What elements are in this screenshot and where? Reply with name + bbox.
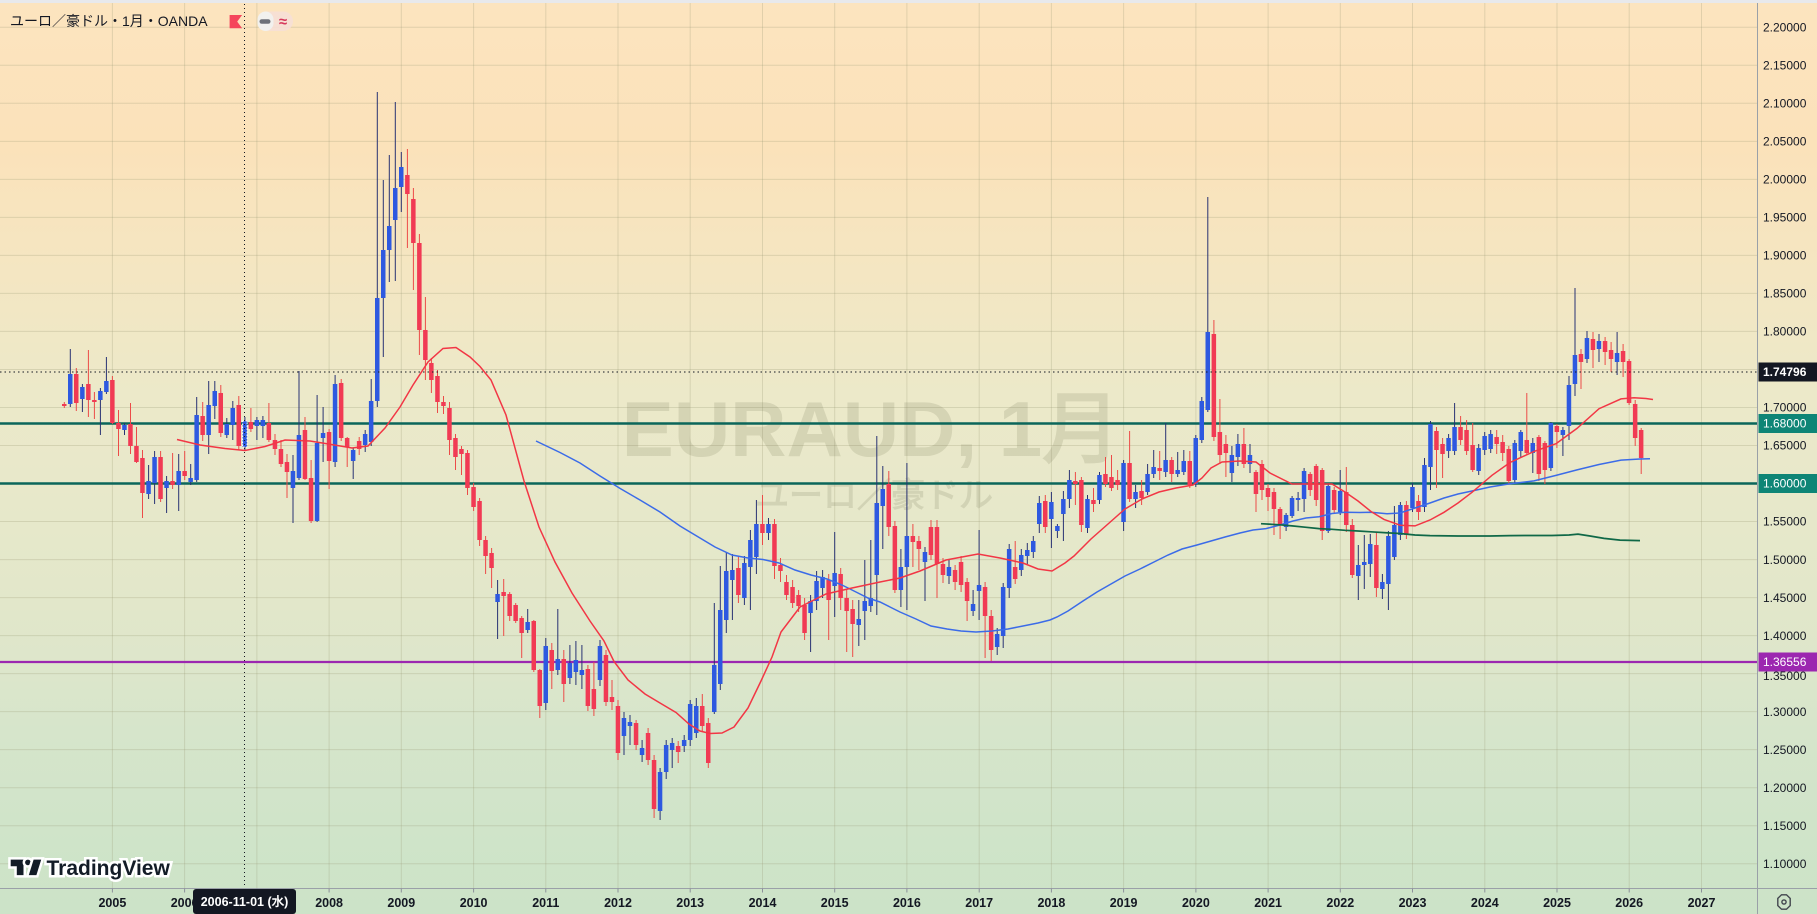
svg-text:2027: 2027 bbox=[1688, 896, 1716, 910]
svg-text:2008: 2008 bbox=[315, 896, 343, 910]
svg-text:1.55000: 1.55000 bbox=[1763, 515, 1807, 529]
svg-text:2012: 2012 bbox=[604, 896, 632, 910]
svg-text:ユーロ／豪ドル・1月・OANDA: ユーロ／豪ドル・1月・OANDA bbox=[10, 13, 208, 29]
svg-text:2010: 2010 bbox=[460, 896, 488, 910]
svg-text:2020: 2020 bbox=[1182, 896, 1210, 910]
svg-text:2.00000: 2.00000 bbox=[1763, 173, 1807, 187]
svg-text:1.95000: 1.95000 bbox=[1763, 211, 1807, 225]
svg-text:2017: 2017 bbox=[965, 896, 993, 910]
svg-text:≈: ≈ bbox=[279, 14, 287, 31]
svg-text:2005: 2005 bbox=[98, 896, 126, 910]
svg-text:2.10000: 2.10000 bbox=[1763, 97, 1807, 111]
svg-text:2009: 2009 bbox=[387, 896, 415, 910]
svg-text:1.30000: 1.30000 bbox=[1763, 705, 1807, 719]
svg-text:2011: 2011 bbox=[532, 896, 559, 910]
svg-text:EURAUD, 1月: EURAUD, 1月 bbox=[622, 385, 1120, 473]
svg-text:1.70000: 1.70000 bbox=[1763, 401, 1807, 415]
svg-text:2016: 2016 bbox=[893, 896, 921, 910]
svg-text:2014: 2014 bbox=[749, 896, 777, 910]
svg-text:1.85000: 1.85000 bbox=[1763, 287, 1807, 301]
svg-text:2025: 2025 bbox=[1543, 896, 1571, 910]
svg-text:2.05000: 2.05000 bbox=[1763, 135, 1807, 149]
svg-text:2024: 2024 bbox=[1471, 896, 1499, 910]
svg-text:1.25000: 1.25000 bbox=[1763, 743, 1807, 757]
svg-text:2021: 2021 bbox=[1254, 896, 1282, 910]
svg-text:2013: 2013 bbox=[676, 896, 704, 910]
svg-text:ユーロ／豪ドル: ユーロ／豪ドル bbox=[755, 476, 993, 515]
svg-text:2018: 2018 bbox=[1037, 896, 1065, 910]
svg-text:2022: 2022 bbox=[1326, 896, 1354, 910]
svg-text:1.20000: 1.20000 bbox=[1763, 781, 1807, 795]
svg-text:1.50000: 1.50000 bbox=[1763, 553, 1807, 567]
svg-text:2.20000: 2.20000 bbox=[1763, 21, 1807, 35]
svg-text:2006: 2006 bbox=[171, 896, 199, 910]
svg-text:1.10000: 1.10000 bbox=[1763, 857, 1807, 871]
svg-text:1.90000: 1.90000 bbox=[1763, 249, 1807, 263]
svg-text:2015: 2015 bbox=[821, 896, 849, 910]
svg-text:1.36556: 1.36556 bbox=[1763, 655, 1807, 669]
svg-text:1.15000: 1.15000 bbox=[1763, 819, 1807, 833]
svg-text:2026: 2026 bbox=[1615, 896, 1643, 910]
svg-text:1.45000: 1.45000 bbox=[1763, 591, 1807, 605]
svg-text:2.15000: 2.15000 bbox=[1763, 59, 1807, 73]
svg-text:2019: 2019 bbox=[1110, 896, 1138, 910]
svg-text:1.68000: 1.68000 bbox=[1763, 417, 1807, 431]
svg-text:2023: 2023 bbox=[1399, 896, 1427, 910]
svg-text:1.60000: 1.60000 bbox=[1763, 477, 1807, 491]
svg-text:1.80000: 1.80000 bbox=[1763, 325, 1807, 339]
svg-text:1.74796: 1.74796 bbox=[1763, 365, 1807, 379]
svg-text:2006-11-01 (水): 2006-11-01 (水) bbox=[201, 894, 289, 909]
svg-text:1.40000: 1.40000 bbox=[1763, 629, 1807, 643]
svg-text:TradingView: TradingView bbox=[47, 857, 171, 880]
svg-text:1.65000: 1.65000 bbox=[1763, 439, 1807, 453]
svg-text:1.35000: 1.35000 bbox=[1763, 669, 1807, 683]
